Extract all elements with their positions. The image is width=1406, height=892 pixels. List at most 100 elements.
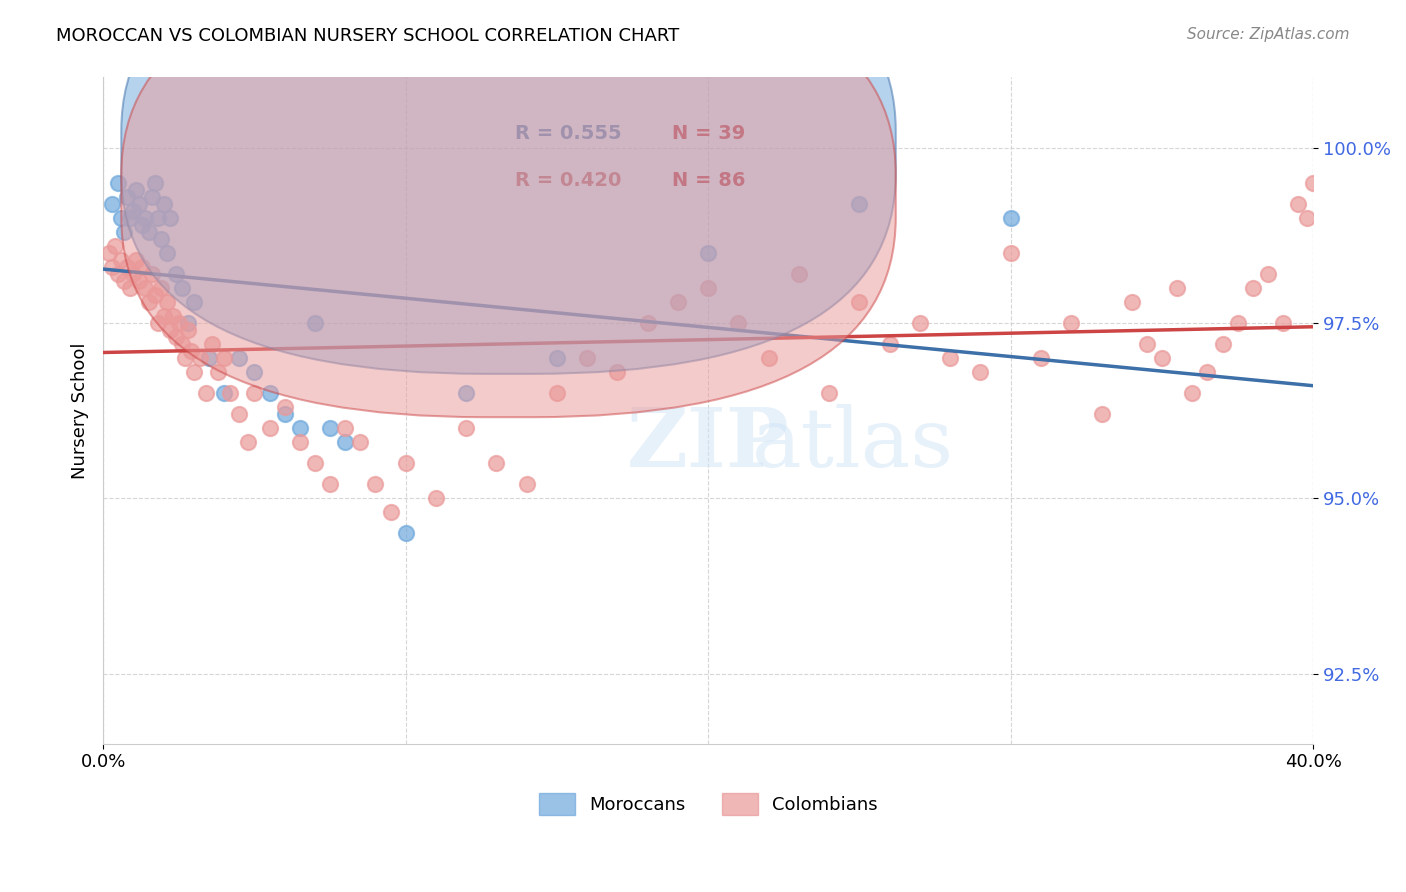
Point: [606, 365, 628, 379]
Point: [177, 323, 200, 337]
Point: [818, 386, 841, 401]
Point: [273, 407, 295, 421]
Text: R = 0.555: R = 0.555: [515, 124, 621, 143]
Point: [146, 316, 169, 330]
Point: [1090, 407, 1112, 421]
Point: [180, 343, 202, 358]
Text: ZIP: ZIP: [627, 404, 790, 483]
Point: [170, 281, 193, 295]
Point: [183, 294, 205, 309]
Point: [149, 281, 172, 295]
Point: [112, 274, 135, 288]
Point: [243, 386, 266, 401]
Point: [939, 351, 962, 365]
Point: [1302, 176, 1324, 190]
Point: [131, 218, 153, 232]
Point: [128, 196, 150, 211]
Y-axis label: Nursery School: Nursery School: [72, 343, 89, 479]
Text: atlas: atlas: [752, 404, 955, 483]
Point: [395, 456, 418, 470]
Point: [212, 386, 235, 401]
Point: [104, 238, 127, 252]
Text: Source: ZipAtlas.com: Source: ZipAtlas.com: [1187, 27, 1350, 42]
Point: [758, 351, 780, 365]
Point: [162, 309, 184, 323]
Point: [259, 386, 281, 401]
Point: [243, 365, 266, 379]
Point: [1150, 351, 1173, 365]
Point: [120, 281, 142, 295]
Point: [228, 407, 250, 421]
Point: [170, 337, 193, 351]
Point: [159, 211, 181, 225]
Point: [143, 176, 166, 190]
Point: [201, 337, 224, 351]
Point: [304, 316, 326, 330]
Point: [188, 351, 211, 365]
Point: [456, 421, 478, 435]
Point: [1257, 267, 1279, 281]
Point: [131, 260, 153, 274]
FancyBboxPatch shape: [121, 0, 896, 374]
Point: [666, 294, 689, 309]
Point: [697, 281, 720, 295]
Point: [319, 421, 342, 435]
Point: [134, 211, 156, 225]
Point: [1121, 294, 1143, 309]
Point: [207, 365, 229, 379]
Point: [273, 400, 295, 414]
Point: [152, 196, 174, 211]
Point: [1286, 196, 1309, 211]
FancyBboxPatch shape: [121, 0, 896, 417]
Point: [195, 386, 218, 401]
Point: [117, 260, 139, 274]
Point: [219, 386, 242, 401]
Point: [576, 351, 599, 365]
Point: [1241, 281, 1264, 295]
Point: [107, 176, 129, 190]
Point: [141, 267, 163, 281]
Point: [165, 330, 187, 344]
Point: [1296, 211, 1319, 225]
Point: [198, 351, 221, 365]
Point: [98, 245, 121, 260]
Point: [637, 316, 659, 330]
Point: [128, 274, 150, 288]
Point: [212, 351, 235, 365]
Point: [122, 267, 145, 281]
Legend: Moroccans, Colombians: Moroccans, Colombians: [531, 786, 884, 822]
Point: [228, 351, 250, 365]
Point: [288, 421, 311, 435]
Point: [138, 225, 160, 239]
Point: [456, 386, 478, 401]
Point: [238, 435, 260, 450]
Point: [125, 252, 148, 267]
Point: [165, 267, 187, 281]
Point: [546, 386, 568, 401]
Text: N = 86: N = 86: [672, 170, 745, 190]
Text: N = 39: N = 39: [672, 124, 745, 143]
Text: R = 0.420: R = 0.420: [515, 170, 621, 190]
Point: [112, 225, 135, 239]
Point: [848, 196, 870, 211]
Point: [727, 316, 749, 330]
Point: [1211, 337, 1233, 351]
Point: [110, 211, 132, 225]
Point: [380, 505, 402, 519]
Point: [1136, 337, 1159, 351]
Point: [1226, 316, 1249, 330]
Point: [1181, 386, 1204, 401]
Point: [787, 267, 810, 281]
Point: [156, 245, 179, 260]
Point: [101, 260, 124, 274]
Point: [879, 337, 901, 351]
Point: [485, 456, 508, 470]
Point: [159, 323, 181, 337]
Point: [319, 477, 342, 491]
Point: [395, 526, 418, 541]
Point: [156, 294, 179, 309]
Point: [107, 267, 129, 281]
Point: [173, 351, 195, 365]
Point: [546, 351, 568, 365]
Point: [141, 189, 163, 203]
